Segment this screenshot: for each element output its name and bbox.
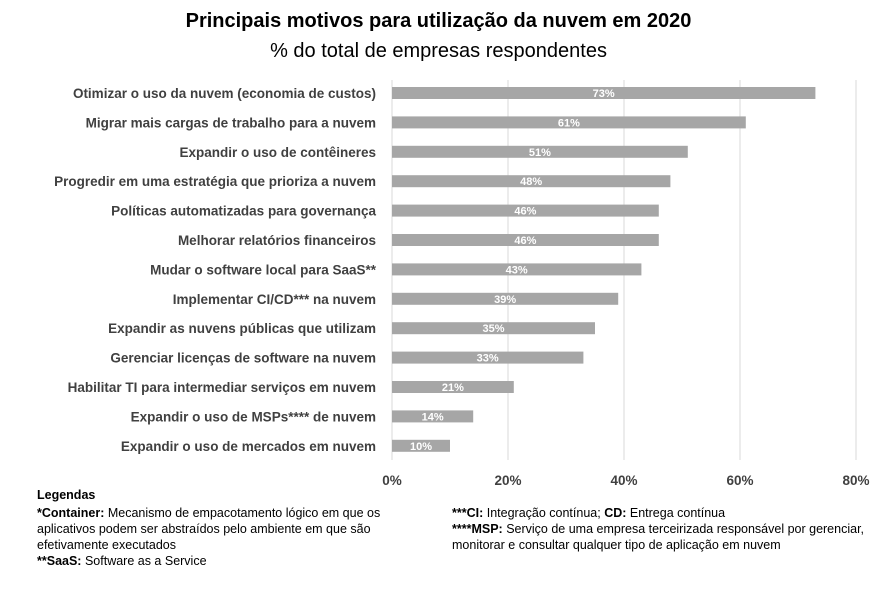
- data-label: 46%: [514, 235, 536, 247]
- legend-term: ****MSP:: [452, 522, 503, 536]
- legend-term: **SaaS:: [37, 554, 82, 568]
- data-label: 48%: [520, 176, 542, 188]
- bar: [392, 381, 514, 393]
- legend-definition: Entrega contínua: [626, 506, 726, 520]
- category-label: Migrar mais cargas de trabalho para a nu…: [86, 115, 376, 130]
- data-label: 21%: [442, 382, 464, 394]
- bar: [392, 234, 659, 246]
- legend-term: *Container:: [37, 506, 105, 520]
- category-label: Melhorar relatórios financeiros: [178, 233, 376, 248]
- bar: [392, 292, 619, 305]
- bar-chart: 0% 20% 40% 60% 80% Otimizar o uso da nuvem (e…: [54, 80, 870, 488]
- legend-item-saas: **SaaS: Software as a Service: [37, 553, 442, 569]
- legend-definition: Serviço de uma empresa terceirizada resp…: [452, 522, 865, 552]
- bar: [392, 410, 474, 423]
- x-tick-label: 60%: [726, 473, 753, 488]
- bar: [392, 439, 450, 452]
- legend-definition: Mecanismo de empacotamento lógico em que…: [37, 506, 381, 552]
- bar: [392, 204, 659, 217]
- category-label: Políticas automatizadas para governança: [111, 204, 376, 219]
- data-label: 61%: [558, 117, 580, 129]
- category-label: Mudar o software local para SaaS**: [150, 262, 377, 277]
- data-label: 46%: [514, 206, 536, 218]
- category-label: Progredir em uma estratégia que prioriza…: [54, 174, 376, 189]
- data-label: 35%: [482, 323, 504, 335]
- legend-term: CD:: [604, 506, 627, 520]
- bar: [392, 263, 642, 276]
- legend-left-column: *Container: Mecanismo de empacotamento l…: [37, 505, 442, 569]
- bar: [392, 175, 671, 188]
- category-label: Otimizar o uso da nuvem (economia de cus…: [73, 86, 376, 101]
- legend-right-column: ***CI: Integração contínua; CD: Entrega …: [452, 505, 872, 553]
- bar: [392, 351, 584, 364]
- legend-term: ***CI:: [452, 506, 484, 520]
- x-tick-label: 80%: [842, 473, 869, 488]
- category-label: Gerenciar licenças de software na nuvem: [110, 351, 376, 366]
- legend-item-ci-cd: ***CI: Integração contínua; CD: Entrega …: [452, 505, 872, 521]
- label-layer: 0% 20% 40% 60% 80% Otimizar o uso da nuvem (e…: [54, 86, 869, 488]
- data-label: 73%: [593, 88, 615, 100]
- category-label: Expandir o uso de mercados em nuvem: [121, 439, 376, 454]
- bar: [392, 87, 816, 99]
- legend-title: Legendas: [37, 488, 96, 502]
- data-label: 33%: [477, 353, 499, 365]
- bar: [392, 322, 595, 335]
- legend-item-msp: ****MSP: Serviço de uma empresa terceiri…: [452, 521, 872, 553]
- chart-title: Principais motivos para utilização da nu…: [185, 10, 692, 32]
- bar: [392, 145, 688, 158]
- data-label: 14%: [422, 411, 444, 423]
- data-label: 10%: [410, 441, 432, 453]
- category-label: Habilitar TI para intermediar serviços e…: [68, 380, 376, 395]
- bar: [392, 116, 746, 129]
- data-label: 39%: [494, 294, 516, 306]
- category-label: Expandir as nuvens públicas que utilizam: [108, 321, 376, 336]
- legend-definition: Integração contínua;: [483, 506, 605, 520]
- category-label: Implementar CI/CD*** na nuvem: [173, 292, 376, 307]
- legend-item-container: *Container: Mecanismo de empacotamento l…: [37, 505, 442, 553]
- data-label: 43%: [506, 264, 528, 276]
- category-label: Expandir o uso de contêineres: [179, 145, 376, 160]
- category-label: Expandir o uso de MSPs**** de nuvem: [131, 409, 376, 424]
- x-tick-label: 0%: [382, 473, 402, 488]
- x-tick-label: 20%: [494, 473, 521, 488]
- x-tick-label: 40%: [610, 473, 637, 488]
- data-label: 51%: [529, 147, 551, 159]
- legend-definition: Software as a Service: [81, 554, 207, 568]
- bar-layer: [392, 87, 816, 452]
- chart-subtitle: % do total de empresas respondentes: [270, 40, 607, 62]
